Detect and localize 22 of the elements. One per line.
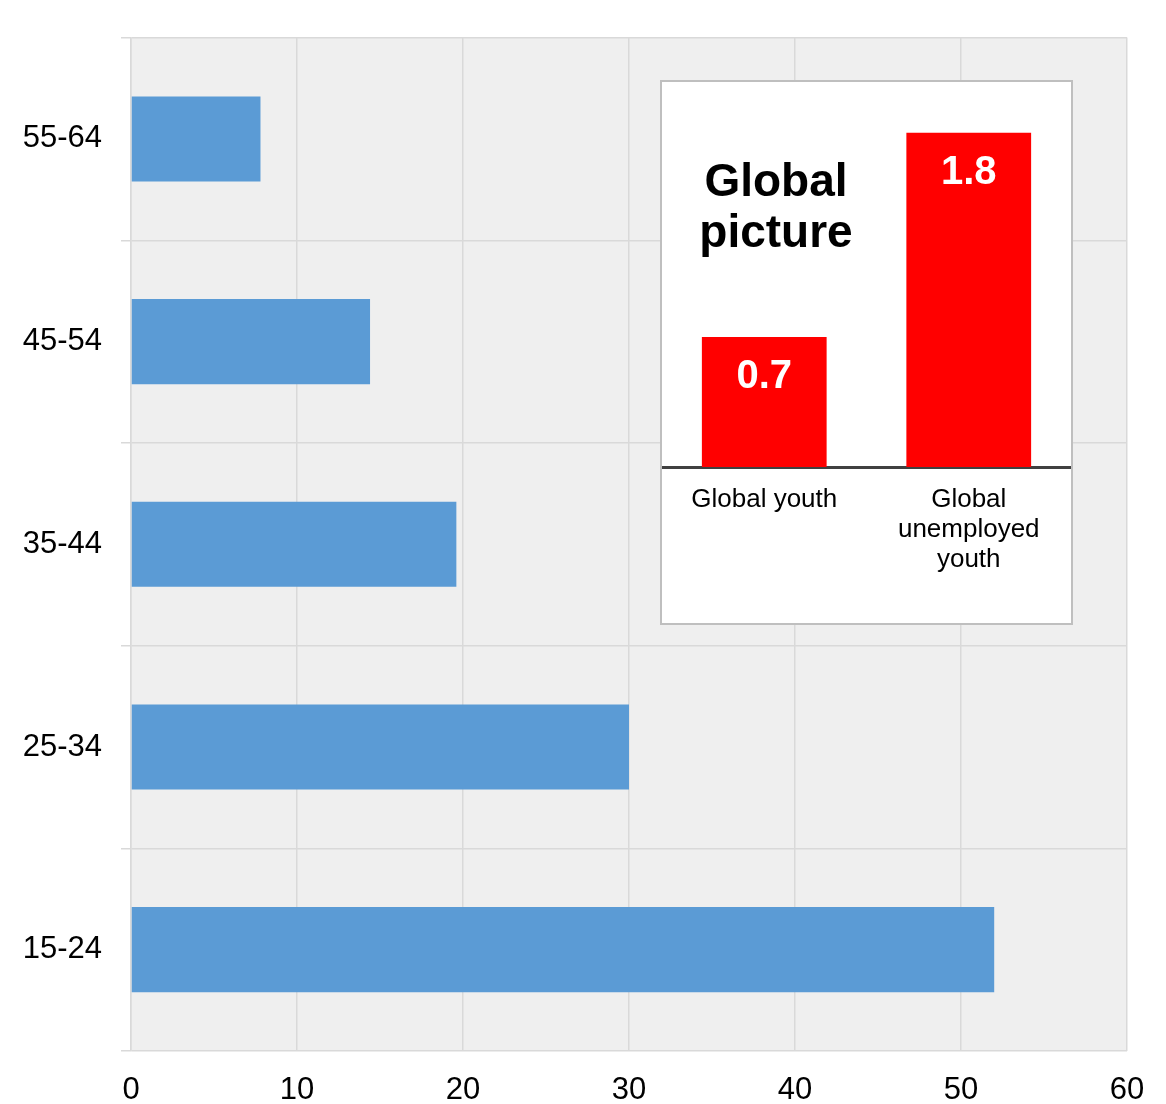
bar — [131, 907, 995, 993]
data-label: 0.7 — [736, 351, 793, 396]
y-tick-label: 45-54 — [22, 322, 102, 358]
bar — [131, 704, 629, 790]
x-tick-label: 50 — [943, 1071, 979, 1104]
x-tick-label: Global unemployed youth — [897, 483, 1040, 574]
y-tick-label: 35-44 — [22, 524, 102, 560]
y-tick-label: 15-24 — [22, 930, 102, 966]
x-tick-label: 20 — [445, 1071, 481, 1104]
text: Global picture — [698, 153, 854, 257]
y-tick-label: 25-34 — [22, 727, 102, 763]
bar — [131, 501, 457, 587]
x-tick-label: 30 — [611, 1071, 647, 1104]
bar — [131, 299, 371, 385]
x-tick-label: 60 — [1109, 1071, 1145, 1104]
x-tick-label: 0 — [122, 1071, 140, 1104]
bar — [131, 96, 261, 182]
x-tick-label: 40 — [777, 1071, 813, 1104]
x-tick-label: Global youth — [691, 483, 838, 514]
y-tick-label: 55-64 — [22, 119, 102, 155]
x-tick-label: 10 — [279, 1071, 315, 1104]
data-label: 1.8 — [940, 147, 997, 192]
